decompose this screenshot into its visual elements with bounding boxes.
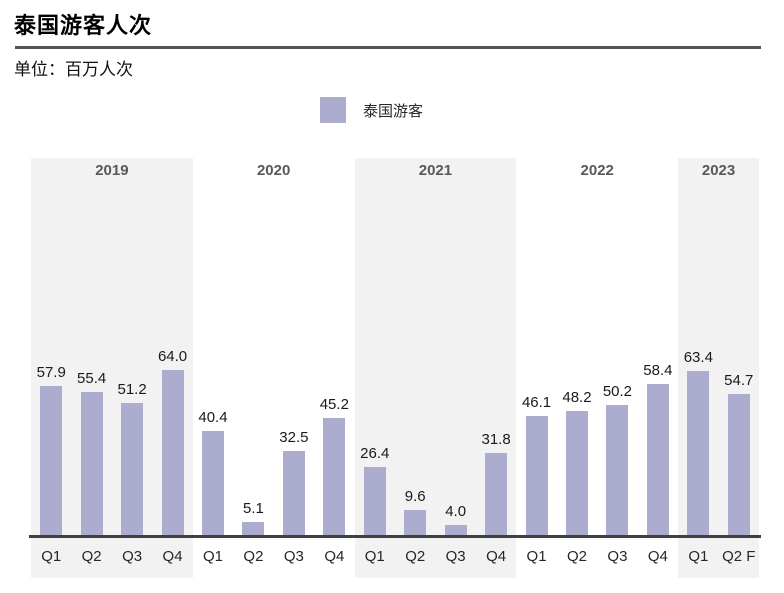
- year-label-2021: 2021: [418, 162, 453, 179]
- bar-2020-Q3: [282, 451, 305, 535]
- unit-label: 单位：百万人次: [14, 60, 133, 79]
- year-label-2023: 2023: [701, 162, 736, 179]
- year-label-2022: 2022: [580, 162, 614, 179]
- bar-2021-Q4: [485, 452, 508, 535]
- quarter-label: Q2: [405, 548, 426, 565]
- quarter-label: Q2: [566, 548, 587, 565]
- quarter-label: Q1: [526, 548, 547, 565]
- quarter-label: Q1: [688, 548, 709, 565]
- bar-value-label: 54.7: [724, 371, 754, 389]
- bar-2021-Q2: [404, 510, 427, 535]
- quarter-label: Q3: [607, 548, 628, 565]
- bar-2022-Q3: [606, 405, 629, 535]
- bar-value-label: 45.2: [319, 396, 349, 414]
- quarter-label: Q2 F: [722, 548, 756, 565]
- bar-value-label: 48.2: [562, 388, 592, 406]
- quarter-label: Q4: [647, 548, 668, 565]
- legend-label: 泰国游客: [363, 102, 424, 120]
- bar-value-label: 9.6: [404, 488, 426, 506]
- x-axis-line: [29, 535, 761, 538]
- quarter-label: Q1: [41, 548, 62, 565]
- bar-2022-Q2: [566, 410, 588, 535]
- bar-2023-Q2F: [727, 393, 750, 535]
- legend: 泰国游客: [320, 97, 423, 123]
- bar-2020-Q2: [242, 521, 265, 535]
- bar-2021-Q3: [444, 524, 467, 535]
- bar-value-label: 63.4: [683, 349, 713, 367]
- bar-value-label: 32.5: [279, 429, 309, 447]
- quarter-label: Q2: [81, 548, 102, 565]
- bar-value-label: 50.2: [602, 383, 633, 401]
- bar-2021-Q1: [363, 466, 386, 535]
- quarter-label: Q3: [445, 548, 466, 565]
- bar-2019-Q1: [40, 385, 63, 535]
- page-title: 泰国游客人次: [14, 13, 153, 38]
- bar-value-label: 5.1: [243, 499, 264, 517]
- quarter-label: Q4: [162, 548, 183, 565]
- bar-2020-Q4: [323, 418, 346, 535]
- year-label-2019: 2019: [95, 162, 129, 179]
- bar-2023-Q1: [687, 371, 710, 535]
- bar-value-label: 4.0: [445, 502, 467, 520]
- quarter-label: Q3: [122, 548, 143, 565]
- bar-value-label: 64.0: [157, 347, 188, 365]
- quarter-label: Q2: [243, 548, 264, 565]
- bar-value-label: 46.1: [521, 394, 552, 412]
- bar-value-label: 51.2: [117, 380, 147, 398]
- bar-value-label: 58.4: [643, 362, 673, 380]
- quarter-label: Q1: [202, 548, 223, 565]
- title-divider: [15, 46, 761, 49]
- year-label-2020: 2020: [256, 162, 291, 179]
- bar-value-label: 40.4: [198, 408, 228, 426]
- quarter-label: Q4: [486, 548, 507, 565]
- bar-2020-Q1: [202, 430, 224, 535]
- bar-2022-Q4: [646, 384, 669, 535]
- quarter-label: Q3: [283, 548, 304, 565]
- bar-2019-Q3: [121, 402, 144, 535]
- quarter-label: Q1: [364, 548, 385, 565]
- legend-swatch: [320, 97, 346, 123]
- bar-value-label: 57.9: [36, 363, 66, 381]
- bar-2022-Q1: [525, 416, 548, 535]
- quarter-label: Q4: [324, 548, 345, 565]
- bar-2019-Q4: [161, 369, 184, 535]
- bar-2019-Q2: [80, 392, 103, 535]
- bar-value-label: 26.4: [360, 444, 390, 462]
- bar-value-label: 55.4: [77, 370, 107, 388]
- bar-value-label: 31.8: [481, 430, 511, 448]
